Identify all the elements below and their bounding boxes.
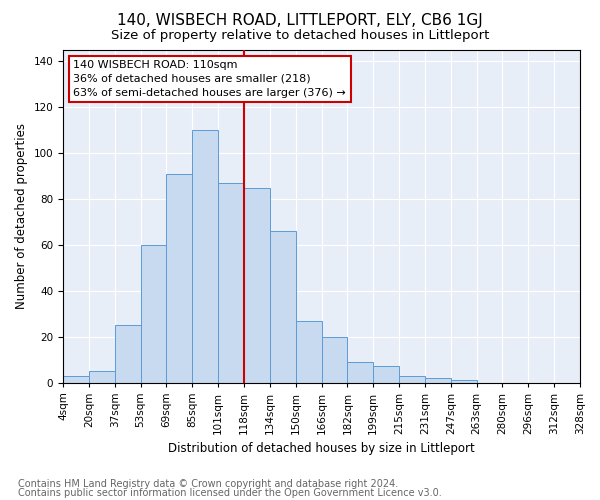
Bar — [218, 183, 244, 382]
Bar — [296, 320, 322, 382]
Bar — [115, 325, 140, 382]
Text: 140, WISBECH ROAD, LITTLEPORT, ELY, CB6 1GJ: 140, WISBECH ROAD, LITTLEPORT, ELY, CB6 … — [117, 12, 483, 28]
Bar — [347, 362, 373, 382]
Bar — [399, 376, 425, 382]
Bar — [451, 380, 476, 382]
Bar — [425, 378, 451, 382]
Y-axis label: Number of detached properties: Number of detached properties — [15, 124, 28, 310]
Text: 140 WISBECH ROAD: 110sqm
36% of detached houses are smaller (218)
63% of semi-de: 140 WISBECH ROAD: 110sqm 36% of detached… — [73, 60, 346, 98]
Bar — [140, 245, 166, 382]
Text: Contains HM Land Registry data © Crown copyright and database right 2024.: Contains HM Land Registry data © Crown c… — [18, 479, 398, 489]
Text: Contains public sector information licensed under the Open Government Licence v3: Contains public sector information licen… — [18, 488, 442, 498]
Bar — [244, 188, 270, 382]
Bar — [192, 130, 218, 382]
Bar — [270, 231, 296, 382]
X-axis label: Distribution of detached houses by size in Littleport: Distribution of detached houses by size … — [168, 442, 475, 455]
Bar — [166, 174, 192, 382]
Bar — [89, 371, 115, 382]
Bar — [63, 376, 89, 382]
Text: Size of property relative to detached houses in Littleport: Size of property relative to detached ho… — [111, 29, 489, 42]
Bar — [322, 336, 347, 382]
Bar — [373, 366, 399, 382]
